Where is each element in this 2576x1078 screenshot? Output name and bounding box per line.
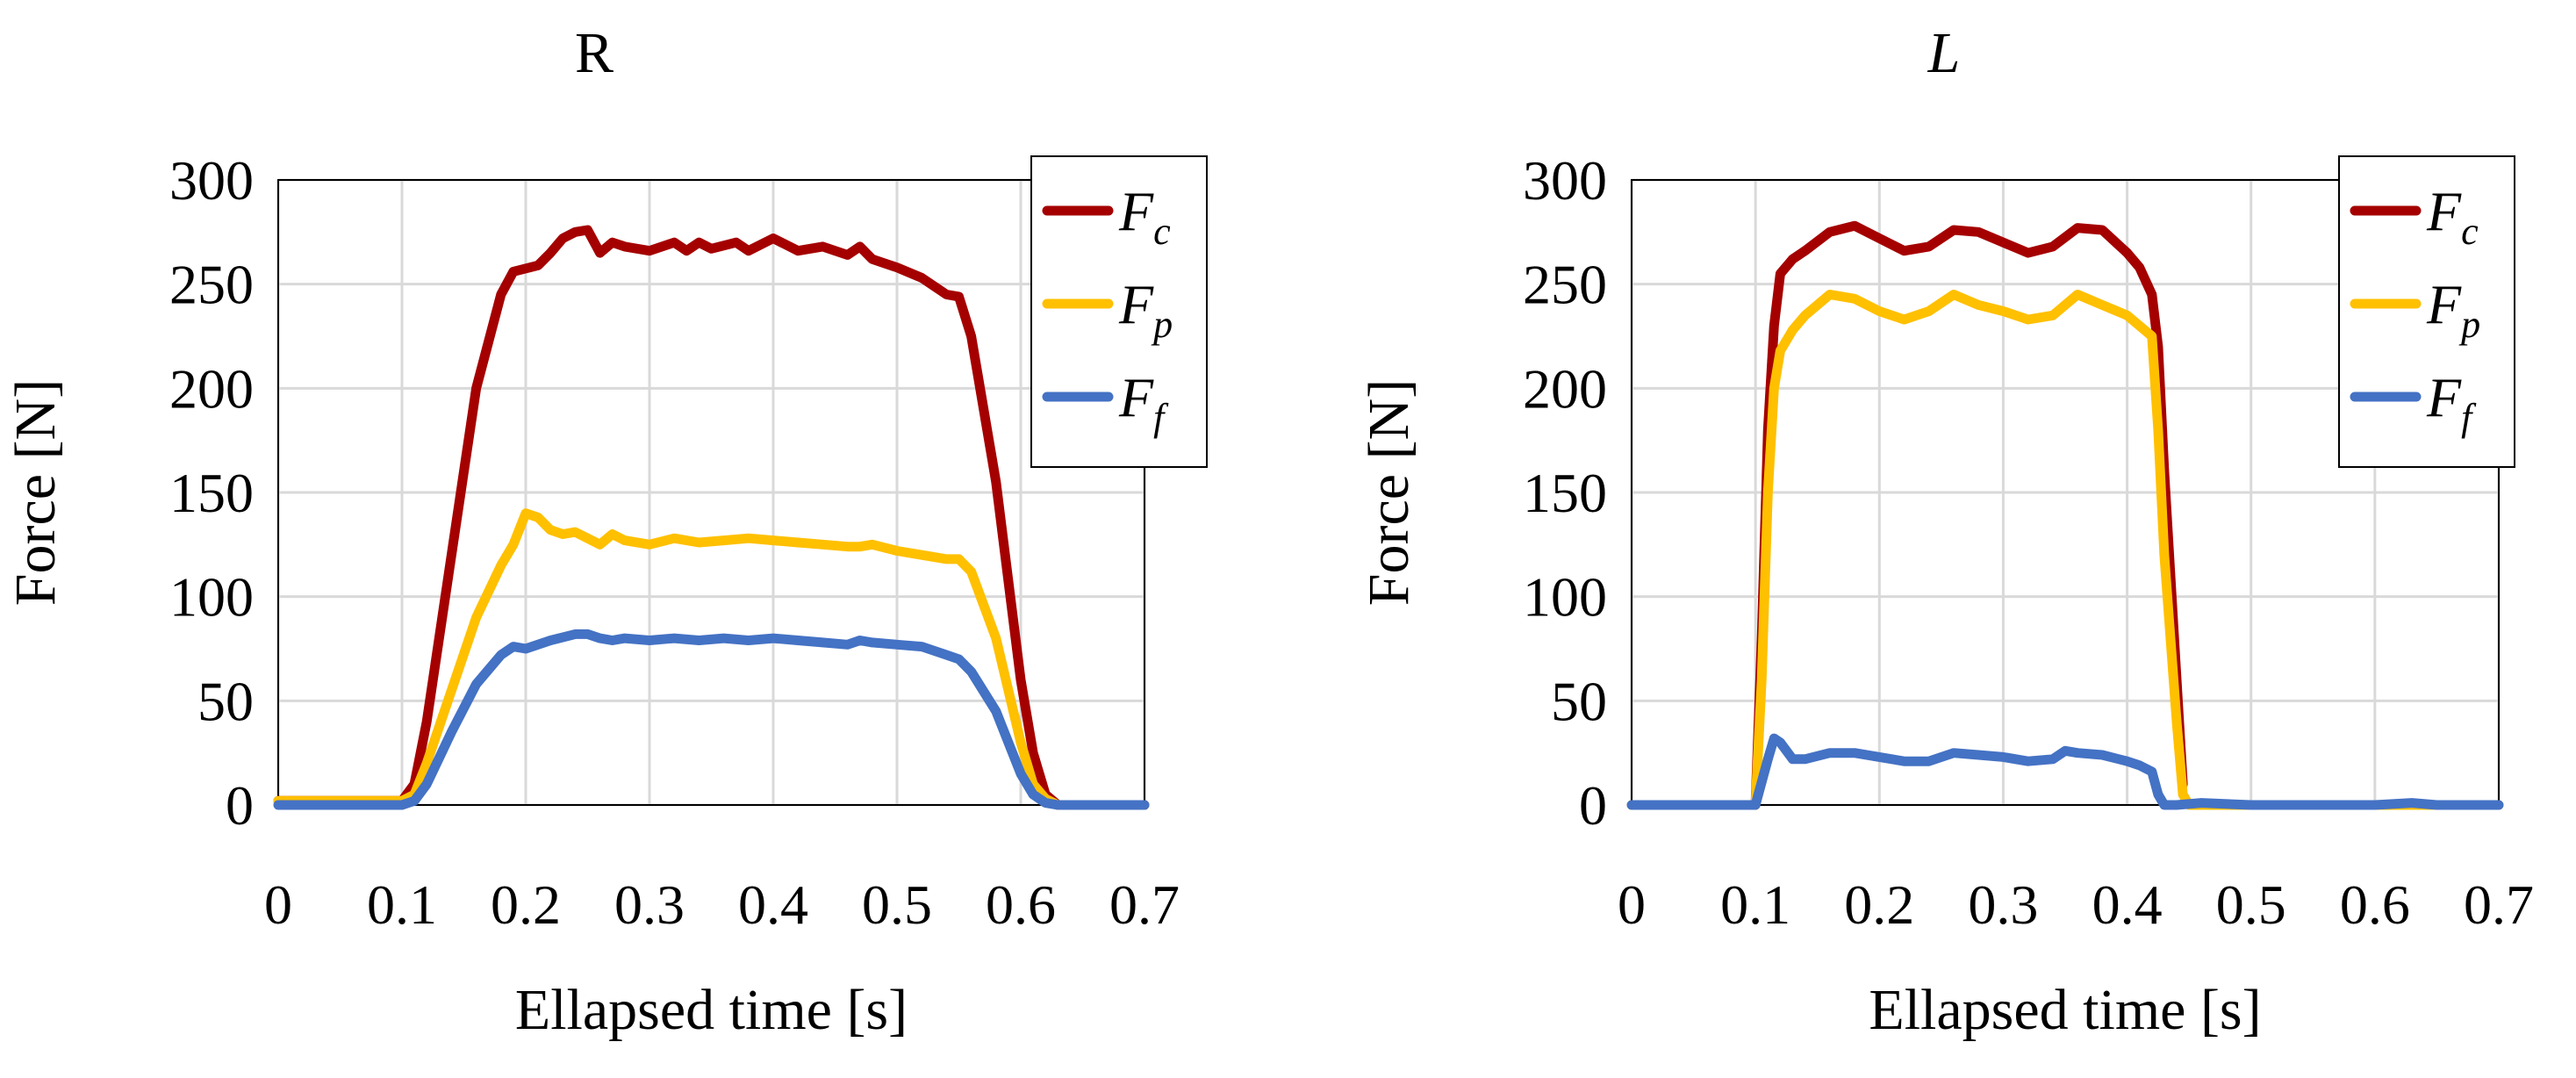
y-tick-label: 100 [169,566,254,629]
legend-label-main: F [1118,273,1154,335]
legend-label-sub: c [1153,210,1171,253]
x-tick-label: 0.1 [1720,873,1790,936]
chart-title: R [575,21,614,85]
x-axis-title: Ellapsed time [s] [1869,978,2261,1042]
x-tick-label: 0.5 [2216,873,2286,936]
series-line-Fp [273,508,1150,810]
x-tick-label: 0.7 [2464,873,2534,936]
legend-label-Fp: Fp [1118,273,1173,346]
series-line-Ff [1626,733,2504,810]
legend-label-Fp: Fp [2426,273,2480,346]
y-tick-label: 250 [1523,254,1607,316]
chart-title: L [1927,21,1961,85]
plot-frame [1631,179,2500,806]
y-axis-title: Force [N] [1357,379,1421,606]
y-tick-label: 250 [169,254,254,316]
x-tick-label: 0.6 [2340,873,2410,936]
x-tick-label: 0 [1618,873,1646,936]
y-axis-title: Force [N] [4,379,68,606]
y-tick-label: 300 [1523,149,1607,212]
legend-label-main: F [1118,180,1154,242]
chart-panel-1: L 0 50 100 150 200 250 300 0 0.1 0.2 0.3 0.4 0.5 0.6 0.… [1357,21,2534,1042]
y-tick-label: 150 [1523,462,1607,524]
legend-label-sub: p [2458,303,2480,346]
legend-label-Fc: Fc [1118,180,1171,253]
legend-label-main: F [1118,366,1154,428]
x-tick-label: 0.2 [491,873,561,936]
chart-panel-0: R 0 50 100 150 200 250 300 0 0.1 0.2 0.3 0.4 0.5 0.6 0.… [4,21,1208,1042]
plot-frame [277,179,1145,806]
series-line-Fp [1626,290,2504,810]
legend-label-main: F [2426,273,2462,335]
x-tick-label: 0.4 [738,873,808,936]
y-tick-label: 100 [1523,566,1607,629]
y-tick-label: 200 [1523,357,1607,420]
x-tick-label: 0.5 [862,873,932,936]
y-tick-label: 50 [1551,670,1607,732]
x-tick-label: 0.7 [1109,873,1180,936]
series-line-Fc [273,225,1150,810]
x-tick-label: 0.6 [986,873,1056,936]
x-tick-label: 0.2 [1844,873,1914,936]
x-tick-label: 0.3 [614,873,685,936]
y-tick-label: 0 [226,774,254,837]
legend-label-main: F [2426,180,2462,242]
series-line-Ff [273,629,1150,810]
y-tick-label: 200 [169,357,254,420]
legend-label-main: F [2426,366,2462,428]
legend-label-sub: p [1151,303,1173,346]
y-tick-label: 300 [169,149,254,212]
legend-label-sub: c [2461,210,2479,253]
x-tick-label: 0 [264,873,292,936]
y-tick-label: 0 [1579,774,1607,837]
x-tick-label: 0.1 [367,873,437,936]
x-tick-label: 0.3 [1968,873,2038,936]
series-line-Fc [1750,220,2188,810]
y-tick-label: 50 [197,670,254,732]
y-tick-label: 150 [169,462,254,524]
x-axis-title: Ellapsed time [s] [515,978,908,1042]
x-tick-label: 0.4 [2092,873,2163,936]
legend-label-Fc: Fc [2426,180,2479,253]
